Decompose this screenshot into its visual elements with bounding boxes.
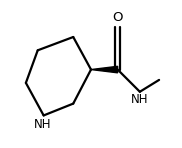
- Polygon shape: [91, 66, 118, 73]
- Text: O: O: [112, 11, 123, 24]
- Text: NH: NH: [33, 118, 51, 131]
- Text: NH: NH: [131, 93, 149, 106]
